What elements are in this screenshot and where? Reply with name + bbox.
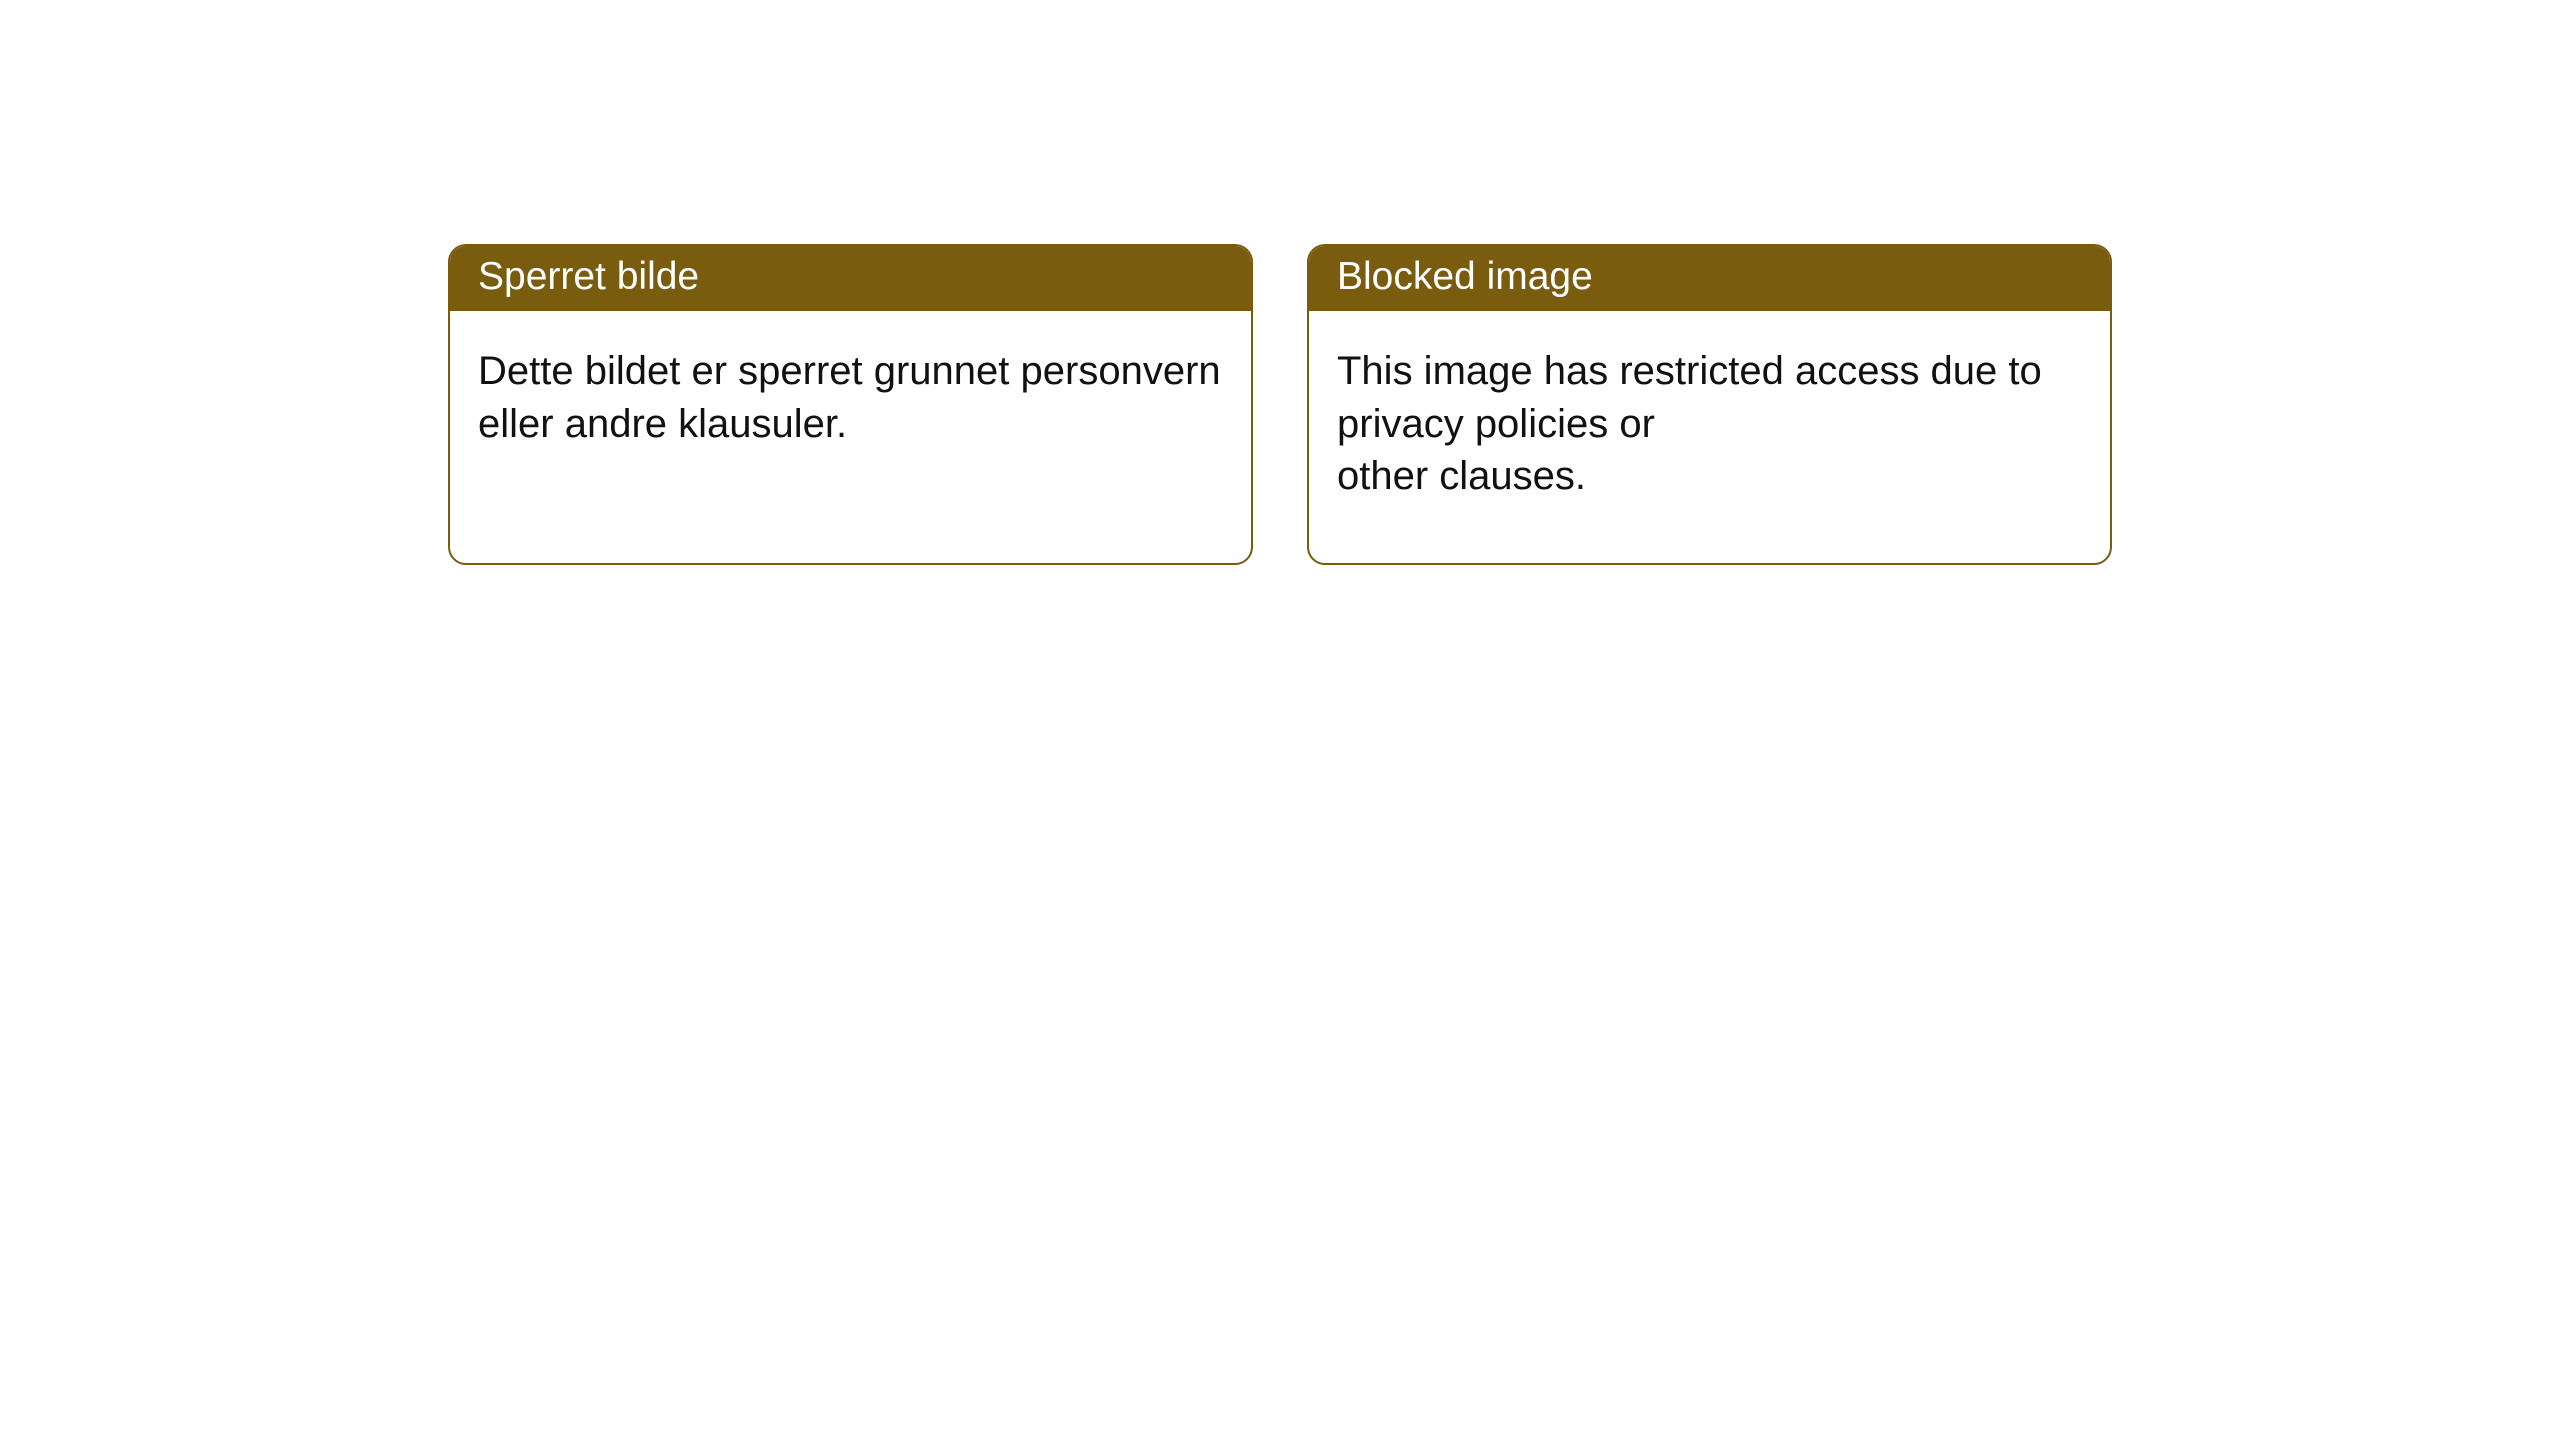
notice-card-no: Sperret bilde Dette bildet er sperret gr… (448, 244, 1253, 565)
notice-card-body-no: Dette bildet er sperret grunnet personve… (450, 311, 1251, 531)
notice-card-title-no: Sperret bilde (450, 246, 1251, 311)
notice-card-body-en: This image has restricted access due to … (1309, 311, 2110, 563)
notice-cards-container: Sperret bilde Dette bildet er sperret gr… (448, 244, 2112, 565)
notice-card-en: Blocked image This image has restricted … (1307, 244, 2112, 565)
notice-card-title-en: Blocked image (1309, 246, 2110, 311)
